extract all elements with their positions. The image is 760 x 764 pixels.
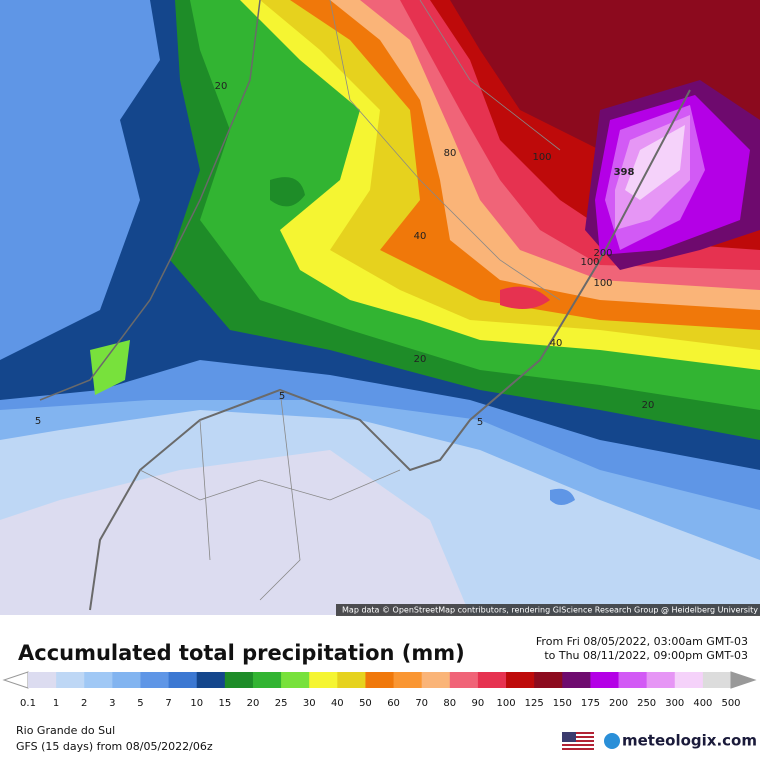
contour-label: 5 [477,417,483,428]
legend-label: 3 [109,698,115,709]
legend-label: 500 [721,698,740,709]
contour-label: 20 [414,354,427,365]
legend-label: 100 [496,698,515,709]
legend-arrow-left [2,671,29,689]
map-title: Accumulated total precipitation (mm) [18,641,465,665]
legend-arrow-right [730,671,757,689]
legend-label: 5 [137,698,143,709]
legend-swatch [196,672,226,688]
brand-name[interactable]: meteologix.com [622,732,757,750]
model-info: GFS (15 days) from 08/05/2022/06z [16,740,213,753]
legend-label: 0.1 [20,698,36,709]
legend-swatch [281,672,310,688]
legend-label: 80 [443,698,456,709]
legend-label: 2 [81,698,87,709]
us-flag[interactable] [562,732,594,750]
legend-label: 175 [581,698,600,709]
legend-label: 400 [693,698,712,709]
brand-icon [604,733,620,749]
legend-swatch [702,672,732,688]
contour-label: 5 [35,416,41,427]
legend-label: 50 [359,698,372,709]
legend-label: 60 [387,698,400,709]
legend-label: 250 [637,698,656,709]
legend-swatch [506,672,535,688]
legend-swatch [252,672,282,688]
legend-swatch [674,672,704,688]
legend-swatch [618,672,648,688]
contour-label: 20 [642,400,655,411]
legend-label: 20 [247,698,260,709]
legend-swatch [309,672,338,688]
legend-label: 200 [609,698,628,709]
contour-label: 80 [444,148,457,159]
contour-label: 100 [532,152,551,163]
time-to: to Thu 08/11/2022, 09:00pm GMT-03 [544,649,748,662]
legend-label: 25 [275,698,288,709]
contour-label: 200 [593,248,612,259]
legend-label: 40 [331,698,344,709]
legend-swatch [393,672,423,688]
legend-label: 300 [665,698,684,709]
contour-label: 100 [580,257,599,268]
legend-label: 10 [190,698,203,709]
legend-label: 150 [553,698,572,709]
region-name: Rio Grande do Sul [16,724,115,737]
legend-label: 7 [165,698,171,709]
contour-label: 20 [215,81,228,92]
legend-swatch [28,672,57,688]
legend-swatch [477,672,507,688]
contour-label: 398 [614,167,635,178]
legend-swatch [590,672,620,688]
legend-swatch [84,672,113,688]
legend-swatch [646,672,676,688]
contour-label: 40 [550,338,563,349]
legend-swatch [56,672,85,688]
legend-swatch [449,672,479,688]
legend-swatch [365,672,395,688]
legend-label: 30 [303,698,316,709]
legend-swatch [421,672,451,688]
contour-label: 100 [593,278,612,289]
contour-label: 5 [279,391,285,402]
legend-swatch [140,672,170,688]
legend-label: 90 [472,698,485,709]
legend-swatch [337,672,366,688]
legend-swatch [562,672,591,688]
legend-label: 1 [53,698,59,709]
legend-label: 125 [525,698,544,709]
color-legend: 0.1 1 2 3 5 7 10 15 20 25 30 40 50 60 70 80 90 100 125 150 1… [2,671,757,709]
time-from: From Fri 08/05/2022, 03:00am GMT-03 [536,635,748,648]
legend-swatch [224,672,254,688]
legend-label: 70 [415,698,428,709]
contour-label: 40 [414,231,427,242]
legend-swatch [112,672,141,688]
map-attribution: Map data © OpenStreetMap contributors, r… [342,606,758,615]
legend-swatch [168,672,198,688]
legend-label: 15 [218,698,231,709]
legend-swatch [534,672,563,688]
